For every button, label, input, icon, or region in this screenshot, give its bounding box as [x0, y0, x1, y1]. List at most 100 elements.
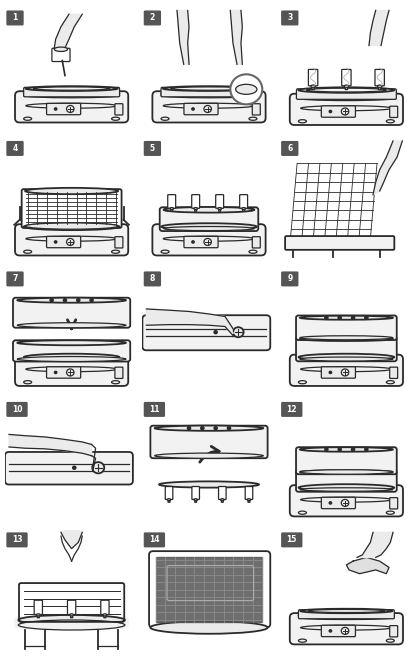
Circle shape: [329, 110, 331, 113]
FancyBboxPatch shape: [216, 195, 224, 208]
Ellipse shape: [112, 117, 120, 120]
Bar: [168, 496, 171, 499]
FancyBboxPatch shape: [281, 532, 303, 548]
FancyBboxPatch shape: [277, 5, 415, 136]
Ellipse shape: [249, 117, 257, 120]
FancyBboxPatch shape: [242, 209, 245, 211]
FancyBboxPatch shape: [3, 5, 141, 136]
FancyBboxPatch shape: [192, 195, 200, 208]
Ellipse shape: [301, 625, 392, 630]
Ellipse shape: [26, 103, 117, 108]
Circle shape: [338, 316, 342, 319]
FancyBboxPatch shape: [277, 397, 415, 527]
Ellipse shape: [112, 381, 120, 384]
Ellipse shape: [247, 499, 251, 501]
Bar: [344, 82, 348, 86]
FancyBboxPatch shape: [281, 271, 298, 286]
Bar: [242, 205, 245, 208]
FancyBboxPatch shape: [46, 367, 81, 378]
Ellipse shape: [344, 85, 349, 88]
FancyBboxPatch shape: [3, 136, 141, 266]
FancyBboxPatch shape: [321, 106, 355, 117]
Ellipse shape: [218, 208, 222, 210]
FancyBboxPatch shape: [150, 426, 268, 458]
Ellipse shape: [171, 87, 247, 90]
Ellipse shape: [36, 614, 40, 616]
Ellipse shape: [311, 85, 315, 88]
Circle shape: [342, 369, 349, 376]
FancyBboxPatch shape: [115, 367, 123, 379]
FancyBboxPatch shape: [281, 11, 298, 25]
Ellipse shape: [164, 208, 254, 212]
FancyBboxPatch shape: [281, 141, 298, 156]
FancyBboxPatch shape: [115, 237, 123, 248]
Ellipse shape: [33, 87, 110, 90]
FancyBboxPatch shape: [140, 397, 278, 527]
Ellipse shape: [25, 86, 117, 91]
Text: 11: 11: [149, 404, 160, 414]
Ellipse shape: [296, 95, 396, 101]
FancyBboxPatch shape: [140, 527, 278, 658]
Ellipse shape: [194, 499, 197, 501]
Ellipse shape: [377, 85, 382, 88]
Ellipse shape: [18, 620, 125, 630]
Bar: [218, 205, 221, 208]
FancyBboxPatch shape: [296, 470, 397, 492]
Text: 14: 14: [149, 535, 160, 544]
Ellipse shape: [24, 354, 120, 361]
Text: 10: 10: [12, 404, 22, 414]
Circle shape: [230, 74, 262, 104]
FancyBboxPatch shape: [219, 487, 226, 499]
FancyBboxPatch shape: [3, 267, 141, 396]
Ellipse shape: [298, 484, 394, 491]
FancyBboxPatch shape: [115, 103, 123, 115]
Circle shape: [365, 448, 368, 451]
Ellipse shape: [155, 453, 263, 458]
Text: 7: 7: [12, 274, 18, 283]
FancyBboxPatch shape: [13, 340, 130, 361]
Circle shape: [54, 371, 57, 373]
Ellipse shape: [298, 511, 306, 514]
Ellipse shape: [161, 250, 169, 253]
FancyBboxPatch shape: [281, 402, 303, 417]
Polygon shape: [146, 309, 233, 335]
Ellipse shape: [159, 481, 259, 488]
Circle shape: [187, 427, 191, 430]
Polygon shape: [9, 434, 92, 455]
Ellipse shape: [301, 609, 393, 613]
Ellipse shape: [70, 614, 74, 616]
FancyBboxPatch shape: [34, 600, 43, 615]
Bar: [311, 82, 315, 86]
Ellipse shape: [24, 117, 32, 120]
FancyBboxPatch shape: [153, 91, 265, 123]
Circle shape: [92, 462, 104, 473]
Circle shape: [76, 299, 80, 302]
FancyBboxPatch shape: [14, 616, 129, 629]
FancyBboxPatch shape: [184, 236, 218, 248]
Polygon shape: [347, 558, 389, 573]
Text: 1: 1: [13, 13, 18, 23]
Ellipse shape: [163, 86, 255, 91]
Ellipse shape: [298, 88, 394, 93]
FancyBboxPatch shape: [101, 600, 109, 615]
FancyBboxPatch shape: [46, 103, 81, 115]
Ellipse shape: [249, 250, 257, 253]
Ellipse shape: [164, 227, 254, 231]
Ellipse shape: [163, 236, 255, 241]
FancyBboxPatch shape: [252, 103, 260, 115]
FancyBboxPatch shape: [71, 615, 73, 618]
FancyBboxPatch shape: [165, 487, 173, 499]
Ellipse shape: [103, 614, 107, 616]
Polygon shape: [61, 530, 82, 549]
Bar: [170, 205, 173, 208]
FancyBboxPatch shape: [144, 402, 165, 417]
FancyBboxPatch shape: [52, 48, 70, 62]
Text: 4: 4: [13, 144, 18, 152]
FancyBboxPatch shape: [15, 355, 128, 386]
FancyBboxPatch shape: [290, 93, 403, 125]
Ellipse shape: [298, 612, 394, 619]
Circle shape: [342, 499, 349, 507]
Text: 2: 2: [150, 13, 155, 23]
Circle shape: [325, 448, 328, 451]
Bar: [221, 496, 224, 499]
